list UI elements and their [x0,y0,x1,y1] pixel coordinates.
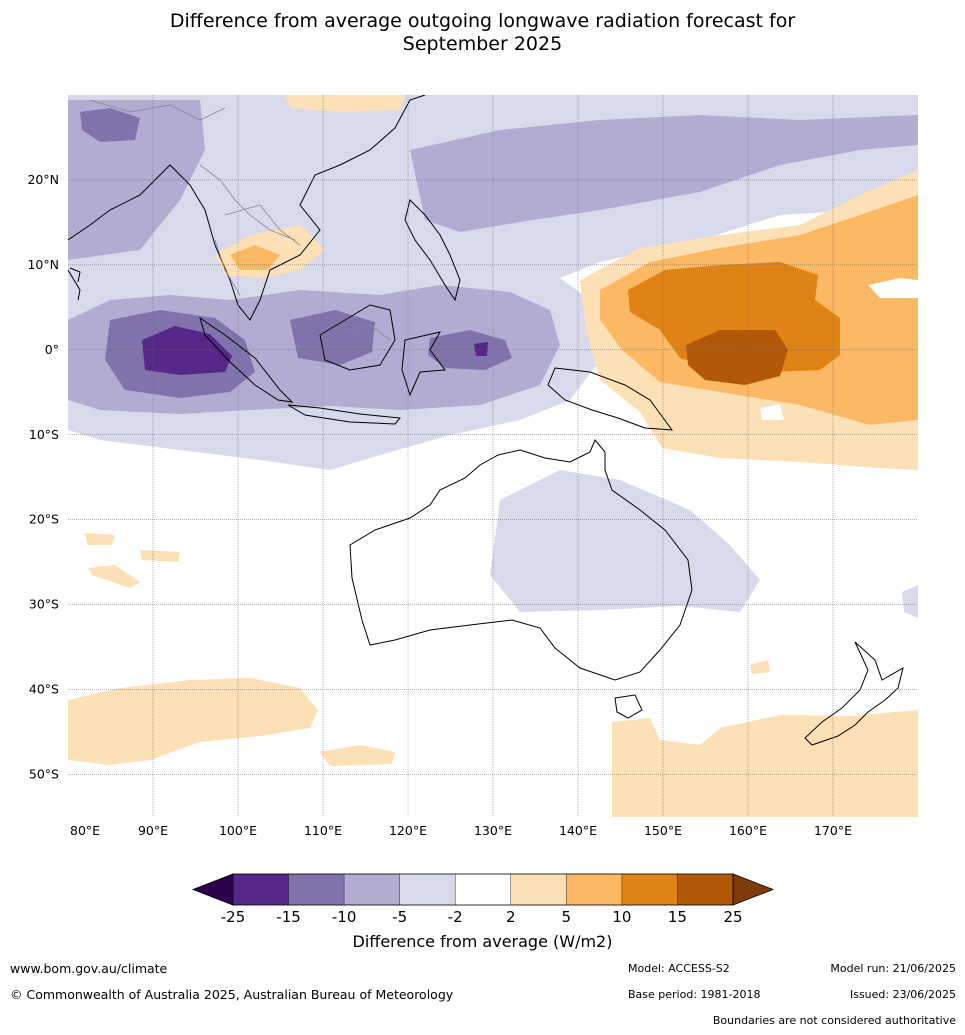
graticule [68,95,918,817]
colorbar-tick-label: -5 [392,908,407,926]
colorbar-segment [233,874,289,905]
longitude-tick-label: 170°E [814,823,852,838]
colorbar-segment [677,874,733,905]
negative-anomaly-region [80,108,140,142]
positive-anomaly-region [140,550,180,562]
tasmania-coastline [614,694,643,719]
positive-anomaly-region [85,533,115,545]
latitude-tick-label: 0° [45,342,59,357]
colorbar-tick-label: 25 [723,908,742,926]
positive-anomaly-region [612,710,918,817]
longitude-tick-label: 80°E [70,823,100,838]
longitude-tick-label: 120°E [389,823,427,838]
base-period: Base period: 1981-2018 [628,988,761,1001]
country-border [89,99,226,121]
latitude-tick-label: 40°S [29,682,59,697]
title-line-1: Difference from average outgoing longwav… [169,10,796,32]
country-borders [89,99,391,341]
philippines-coastline [404,199,461,302]
latitude-labels: 20°N 10°N 0° 10°S 20°S 30°S 40°S 50°S [27,172,59,782]
website-link[interactable]: www.bom.gov.au/climate [10,961,168,976]
colorbar-segment [344,874,400,905]
colorbar-high-extension [732,873,775,906]
new-guinea-coastline [547,367,674,431]
colorbar-segment [621,874,678,905]
longitude-tick-label: 90°E [138,823,168,838]
positive-anomaly-region [320,745,395,766]
longitude-tick-label: 110°E [304,823,342,838]
colorbar-segment [455,874,511,905]
country-border [214,239,241,296]
new-zealand-coastline [804,641,904,746]
colorbar-tick-label: -15 [276,908,301,926]
sumatra-coastline [199,316,294,403]
country-border [199,164,296,241]
title-line-2: September 2025 [402,33,563,55]
colorbar-low-extension [191,873,234,906]
colorbar-tick-label: -2 [448,908,463,926]
negative-anomaly-region [902,585,918,618]
latitude-tick-label: 20°S [29,512,59,527]
negative-anomaly-region [290,310,375,365]
longitude-tick-label: 160°E [729,823,767,838]
negative-anomaly-region [142,326,232,375]
chart-title: Difference from average outgoing longwav… [0,10,965,56]
colorbar-tick-label: 2 [506,908,516,926]
india-coastline [68,269,81,301]
longitude-tick-label: 140°E [559,823,597,838]
borneo-coastline [319,304,396,371]
latitude-tick-label: 10°S [29,427,59,442]
sulawesi-coastline [401,331,446,397]
negative-anomaly-region [410,115,918,232]
latitude-tick-label: 30°S [29,597,59,612]
latitude-tick-label: 50°S [29,767,59,782]
colorbar-tick-label: 10 [612,908,631,926]
country-border [224,204,301,246]
colorbar-segment [510,874,567,905]
anomaly-shading [68,95,918,817]
colorbar-tick-labels: -25 -15 -10 -5 -2 2 5 10 15 25 [221,908,743,926]
positive-anomaly-region [686,330,788,385]
colorbar-tick-label: 5 [562,908,572,926]
java-coastline [287,404,401,425]
australia-coastline [349,439,693,681]
positive-anomaly-region [88,565,140,588]
positive-anomaly-region [230,245,280,270]
colorbar-tick-label: 15 [668,908,687,926]
negative-anomaly-region [490,470,760,612]
longitude-tick-label: 150°E [644,823,682,838]
colorbar-tick-label: -25 [221,908,246,926]
country-border [344,324,391,341]
positive-anomaly-region [628,262,840,372]
negative-anomaly-region [474,342,488,356]
latitude-tick-label: 20°N [27,172,59,187]
colorbar-tick-label: -10 [332,908,357,926]
boundaries-disclaimer: Boundaries are not considered authoritat… [712,1014,956,1027]
colorbar [191,873,775,906]
colorbar-segment [566,874,622,905]
colorbar-outline [232,873,734,906]
positive-anomaly-region [285,95,405,112]
copyright-text: © Commonwealth of Australia 2025, Austra… [10,987,454,1002]
colorbar-segment [399,874,456,905]
positive-anomaly-region [68,678,318,765]
positive-anomaly-region [760,404,784,420]
positive-anomaly-region [868,278,918,298]
positive-anomaly-region [750,660,770,674]
latitude-tick-label: 10°N [27,257,59,272]
colorbar-title: Difference from average (W/m2) [352,932,613,951]
longitude-tick-label: 100°E [219,823,257,838]
model-name: Model: ACCESS-S2 [628,962,730,975]
longitude-tick-label: 130°E [474,823,512,838]
longitude-labels: 80°E 90°E 100°E 110°E 120°E 130°E 140°E 150°E 16… [70,823,852,838]
sri-lanka-coastline [69,267,81,283]
model-run-date: Model run: 21/06/2025 [830,962,956,975]
issued-date: Issued: 23/06/2025 [849,988,956,1001]
colorbar-segment [288,874,345,905]
